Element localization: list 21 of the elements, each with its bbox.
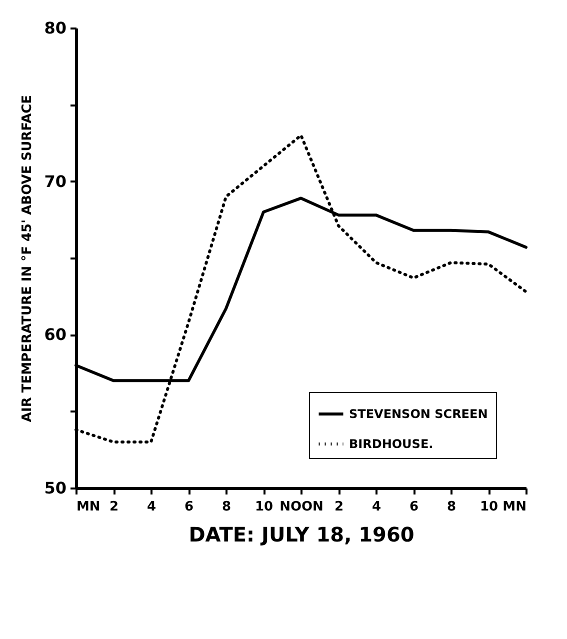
x-tick-label: 6 [184, 500, 194, 514]
x-tick-label: 10 [254, 500, 274, 514]
x-axis-title: DATE: JULY 18, 1960 [188, 522, 414, 546]
x-tick-label: 10 [480, 500, 498, 514]
x-tick-label: 2 [109, 500, 119, 514]
y-tick-label: 80 [44, 18, 66, 38]
y-tick-label: 60 [44, 325, 66, 344]
x-tick-label: NOON [280, 500, 324, 514]
legend-label: STEVENSON SCREEN [349, 407, 488, 421]
y-tick-label: 70 [44, 172, 66, 191]
x-tick-label: 2 [334, 500, 344, 514]
y-axis-title: AIR TEMPERATURE IN °F 45' ABOVE SURFACE [20, 94, 36, 422]
x-tick-label: MN [76, 500, 100, 514]
x-tick-label: 8 [222, 500, 232, 514]
x-tick-label: MN [502, 500, 526, 514]
x-tick-label: 4 [146, 500, 156, 514]
x-tick-label: 4 [372, 500, 382, 514]
x-tick-label: 8 [446, 500, 456, 514]
x-tick-label: 6 [409, 500, 419, 514]
y-tick-label: 50 [44, 478, 66, 498]
legend-label: BIRDHOUSE. [349, 437, 434, 451]
